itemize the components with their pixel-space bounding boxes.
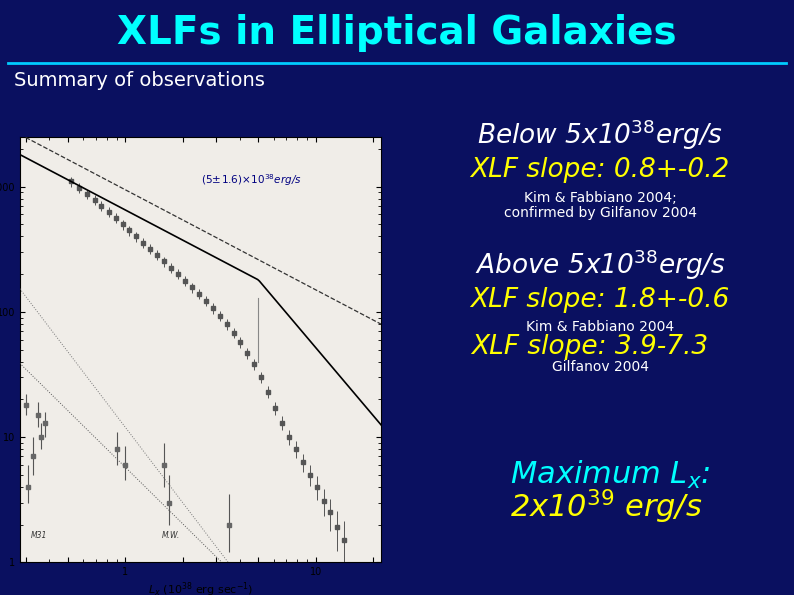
Text: Below 5x10$^{38}$erg/s: Below 5x10$^{38}$erg/s <box>477 118 723 152</box>
Text: Kim & Fabbiano 2004;: Kim & Fabbiano 2004; <box>523 191 676 205</box>
Text: M31: M31 <box>31 531 48 540</box>
X-axis label: $L_x\ (10^{38}\ \mathrm{erg\ sec^{-1}})$: $L_x\ (10^{38}\ \mathrm{erg\ sec^{-1}})$ <box>148 580 253 595</box>
Text: Kim & Fabbiano 2004: Kim & Fabbiano 2004 <box>526 320 674 334</box>
Text: XLF slope: 0.8+-0.2: XLF slope: 0.8+-0.2 <box>470 157 730 183</box>
Text: XLF slope: 1.8+-0.6: XLF slope: 1.8+-0.6 <box>470 287 730 313</box>
Text: Above 5x10$^{38}$erg/s: Above 5x10$^{38}$erg/s <box>475 248 726 282</box>
Text: Summary of observations: Summary of observations <box>14 71 265 90</box>
Text: XLF slope: 3.9-7.3: XLF slope: 3.9-7.3 <box>472 334 708 360</box>
Text: XLFs in Elliptical Galaxies: XLFs in Elliptical Galaxies <box>118 14 676 52</box>
Text: confirmed by Gilfanov 2004: confirmed by Gilfanov 2004 <box>503 206 696 220</box>
Text: 2x10$^{39}$ erg/s: 2x10$^{39}$ erg/s <box>510 488 703 526</box>
Text: M.W.: M.W. <box>161 531 179 540</box>
Text: Maximum L$_x$:: Maximum L$_x$: <box>510 459 711 491</box>
Text: Gilfanov 2004: Gilfanov 2004 <box>552 360 649 374</box>
Text: $(5\!\pm\!1.6)\!\times\!10^{38}$erg/s: $(5\!\pm\!1.6)\!\times\!10^{38}$erg/s <box>201 173 302 188</box>
